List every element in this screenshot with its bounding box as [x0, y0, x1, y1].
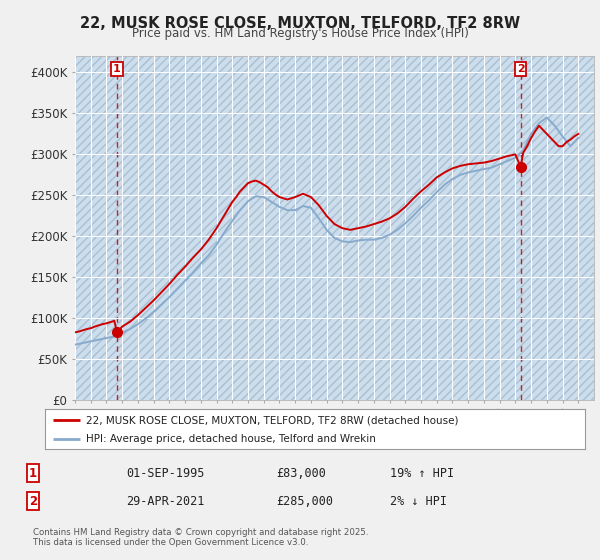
Text: £285,000: £285,000 — [276, 494, 333, 508]
Text: £83,000: £83,000 — [276, 466, 326, 480]
Text: 1: 1 — [29, 466, 37, 480]
Text: Price paid vs. HM Land Registry's House Price Index (HPI): Price paid vs. HM Land Registry's House … — [131, 27, 469, 40]
Text: 2: 2 — [29, 494, 37, 508]
Text: 2% ↓ HPI: 2% ↓ HPI — [390, 494, 447, 508]
Text: 2: 2 — [517, 64, 524, 73]
Text: 01-SEP-1995: 01-SEP-1995 — [126, 466, 205, 480]
Text: 19% ↑ HPI: 19% ↑ HPI — [390, 466, 454, 480]
Text: 22, MUSK ROSE CLOSE, MUXTON, TELFORD, TF2 8RW (detached house): 22, MUSK ROSE CLOSE, MUXTON, TELFORD, TF… — [86, 415, 458, 425]
Text: 1: 1 — [113, 64, 121, 73]
Text: Contains HM Land Registry data © Crown copyright and database right 2025.
This d: Contains HM Land Registry data © Crown c… — [33, 528, 368, 547]
Text: 22, MUSK ROSE CLOSE, MUXTON, TELFORD, TF2 8RW: 22, MUSK ROSE CLOSE, MUXTON, TELFORD, TF… — [80, 16, 520, 31]
Text: 29-APR-2021: 29-APR-2021 — [126, 494, 205, 508]
Text: HPI: Average price, detached house, Telford and Wrekin: HPI: Average price, detached house, Telf… — [86, 433, 376, 444]
